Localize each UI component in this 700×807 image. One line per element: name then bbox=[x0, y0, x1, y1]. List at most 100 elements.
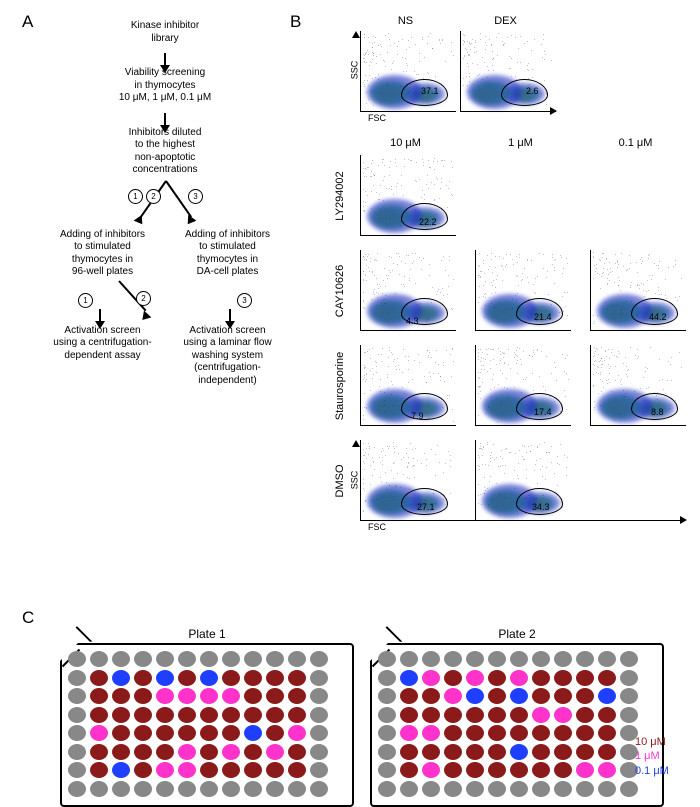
facs-plot: 4.3 bbox=[360, 250, 456, 331]
well bbox=[400, 725, 418, 741]
well bbox=[620, 781, 638, 797]
well bbox=[244, 670, 262, 686]
well bbox=[222, 762, 240, 778]
well bbox=[244, 744, 262, 760]
facs-col-head: 0.1 μM bbox=[588, 137, 683, 149]
panel-label-a: A bbox=[22, 12, 33, 32]
legend-1: 1 μM bbox=[635, 749, 669, 763]
axis-x: FSC bbox=[368, 522, 386, 532]
facs-plot: 7.9 bbox=[360, 345, 456, 426]
flow-circled-1: 1 bbox=[128, 189, 143, 204]
facs-row-label: Staurosporine bbox=[334, 346, 346, 426]
well bbox=[554, 651, 572, 667]
well bbox=[620, 651, 638, 667]
well bbox=[222, 670, 240, 686]
well bbox=[134, 725, 152, 741]
well bbox=[90, 781, 108, 797]
well bbox=[288, 651, 306, 667]
well bbox=[554, 725, 572, 741]
well bbox=[598, 781, 616, 797]
well bbox=[576, 707, 594, 723]
well bbox=[112, 688, 130, 704]
well bbox=[488, 651, 506, 667]
well bbox=[288, 688, 306, 704]
well bbox=[620, 670, 638, 686]
facs-row-label: DMSO bbox=[334, 441, 346, 521]
well bbox=[466, 744, 484, 760]
gate-value: 4.3 bbox=[406, 316, 419, 326]
well bbox=[400, 744, 418, 760]
well bbox=[288, 670, 306, 686]
well bbox=[134, 762, 152, 778]
well bbox=[444, 707, 462, 723]
facs-plot: 8.8 bbox=[590, 345, 686, 426]
well bbox=[90, 651, 108, 667]
well bbox=[532, 651, 550, 667]
well bbox=[288, 725, 306, 741]
legend-10: 10 μM bbox=[635, 735, 669, 749]
well bbox=[378, 670, 396, 686]
well bbox=[288, 781, 306, 797]
well bbox=[266, 744, 284, 760]
gate-value: 8.8 bbox=[651, 407, 664, 417]
well bbox=[178, 781, 196, 797]
well bbox=[222, 744, 240, 760]
well bbox=[400, 781, 418, 797]
well bbox=[620, 707, 638, 723]
well bbox=[598, 651, 616, 667]
well bbox=[576, 688, 594, 704]
well bbox=[90, 688, 108, 704]
well bbox=[554, 762, 572, 778]
well bbox=[134, 688, 152, 704]
well bbox=[466, 707, 484, 723]
plate-title: Plate 2 bbox=[372, 627, 662, 641]
gate-value: 17.4 bbox=[534, 407, 552, 417]
well bbox=[288, 762, 306, 778]
well bbox=[310, 707, 328, 723]
well bbox=[68, 725, 86, 741]
well bbox=[510, 651, 528, 667]
facs-col-head: 10 μM bbox=[358, 137, 453, 149]
well bbox=[378, 762, 396, 778]
well bbox=[510, 670, 528, 686]
well bbox=[178, 707, 196, 723]
gate-value: 2.6 bbox=[526, 86, 539, 96]
well bbox=[400, 707, 418, 723]
facs-row-label: LY294002 bbox=[334, 156, 346, 236]
well bbox=[400, 762, 418, 778]
well bbox=[310, 781, 328, 797]
well bbox=[378, 781, 396, 797]
well bbox=[400, 688, 418, 704]
facs-plot: 27.1 bbox=[360, 440, 456, 521]
well bbox=[444, 762, 462, 778]
well bbox=[554, 670, 572, 686]
gate-value: 7.9 bbox=[411, 411, 424, 421]
flow-circled-1b: 1 bbox=[78, 293, 93, 308]
well bbox=[598, 744, 616, 760]
well bbox=[532, 744, 550, 760]
well bbox=[422, 651, 440, 667]
well bbox=[422, 781, 440, 797]
well bbox=[200, 781, 218, 797]
well bbox=[288, 707, 306, 723]
plate-2-wells bbox=[378, 651, 642, 799]
well bbox=[466, 670, 484, 686]
well bbox=[400, 651, 418, 667]
well bbox=[378, 707, 396, 723]
well bbox=[310, 651, 328, 667]
well bbox=[266, 688, 284, 704]
well bbox=[266, 651, 284, 667]
well bbox=[444, 670, 462, 686]
well bbox=[576, 725, 594, 741]
well bbox=[222, 651, 240, 667]
well bbox=[222, 707, 240, 723]
well bbox=[310, 688, 328, 704]
well bbox=[156, 670, 174, 686]
well bbox=[532, 688, 550, 704]
well bbox=[510, 725, 528, 741]
facs-plot: 34.3 bbox=[475, 440, 571, 521]
well bbox=[510, 707, 528, 723]
facs-col-head: 1 μM bbox=[473, 137, 568, 149]
well bbox=[112, 762, 130, 778]
well bbox=[488, 707, 506, 723]
